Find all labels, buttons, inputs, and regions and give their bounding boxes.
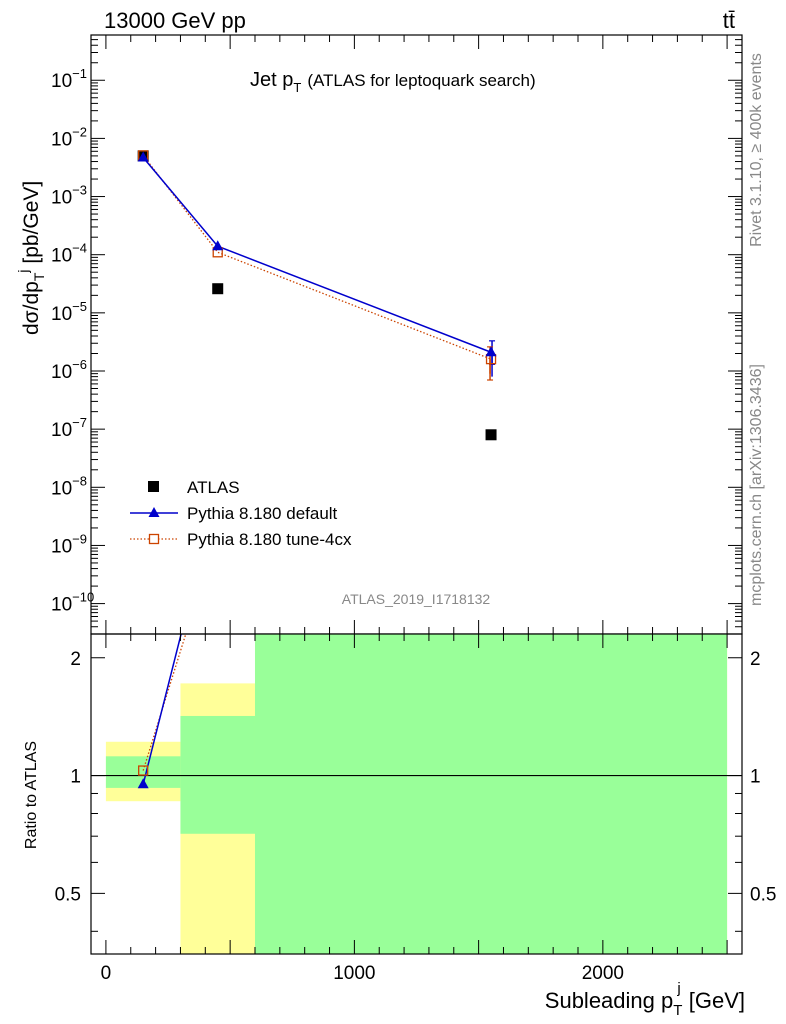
legend-marker-atlas bbox=[148, 481, 159, 492]
energy-label: 13000 GeV pp bbox=[104, 8, 246, 33]
default-point bbox=[212, 240, 224, 251]
band-green bbox=[180, 715, 255, 834]
x-axis-label: Subleading pTj [GeV] bbox=[545, 980, 745, 1019]
xlabel-sup: j bbox=[676, 980, 680, 997]
default-point bbox=[485, 346, 497, 357]
y-tick-label: 10−7 bbox=[51, 415, 87, 441]
y-tick-label: 10−3 bbox=[51, 183, 87, 209]
y-tick-label: 10−6 bbox=[51, 357, 87, 383]
x-tick-label: 0 bbox=[101, 963, 112, 984]
legend-label: Pythia 8.180 default bbox=[187, 504, 338, 523]
title-main: Jet p bbox=[250, 69, 293, 91]
ratio-y-tick-label: 1 bbox=[70, 767, 81, 788]
x-tick-label: 2000 bbox=[582, 963, 624, 984]
y-tick-label: 10−10 bbox=[51, 590, 94, 616]
y-tick-label: 10−2 bbox=[51, 124, 87, 150]
xlabel-unit: [GeV] bbox=[689, 988, 745, 1013]
process-label: tt̄ bbox=[723, 8, 735, 33]
legend-label: Pythia 8.180 tune-4cx bbox=[187, 530, 352, 549]
default-point bbox=[137, 151, 149, 162]
x-tick-label: 1000 bbox=[333, 963, 375, 984]
legend-label: ATLAS bbox=[187, 478, 240, 497]
main-panel: 10−10 10−9 10−8 10−7 10−6 10−5 10−4 10−3 10−2 10−… bbox=[15, 34, 743, 635]
ratio-y-tick-label: 0.5 bbox=[55, 884, 81, 905]
rivet-label: Rivet 3.1.10, ≥ 400k events bbox=[748, 53, 765, 247]
y-tick-label: 10−1 bbox=[51, 66, 87, 92]
xlabel-main: Subleading p bbox=[545, 988, 673, 1013]
ratio-y-tick-label-right: 2 bbox=[750, 649, 761, 670]
ratio-y-tick-label-right: 1 bbox=[750, 767, 761, 788]
ratio-y-tick-label: 2 bbox=[70, 649, 81, 670]
tune4cx-line bbox=[142, 155, 492, 360]
legend-marker-default bbox=[148, 507, 160, 517]
y-tick-label: 10−4 bbox=[51, 241, 87, 267]
ratio-tune4cx-point bbox=[138, 765, 149, 776]
ratio-default-point bbox=[137, 778, 149, 789]
atlas-point bbox=[212, 283, 224, 295]
ratio-y-tick-label-right: 0.5 bbox=[750, 884, 776, 905]
xlabel-sub: T bbox=[673, 1002, 682, 1019]
main-title: Jet pT (ATLAS for leptoquark search) bbox=[250, 69, 536, 95]
title-rest: (ATLAS for leptoquark search) bbox=[307, 71, 535, 90]
y-tick-label: 10−8 bbox=[51, 473, 87, 499]
atlas-point bbox=[485, 429, 497, 441]
legend: ATLAS Pythia 8.180 default Pythia 8.180 tu… bbox=[130, 478, 352, 549]
band-green bbox=[254, 634, 728, 954]
ratio-ylabel: Ratio to ATLAS bbox=[23, 741, 40, 849]
main-ylabel: dσ/dpTj [pb/GeV] bbox=[15, 181, 47, 335]
default-line bbox=[142, 156, 492, 353]
analysis-id: ATLAS_2019_I1718132 bbox=[342, 591, 491, 607]
title-sub: T bbox=[293, 80, 301, 95]
legend-marker-tune4cx bbox=[148, 533, 160, 545]
ratio-frame bbox=[90, 633, 743, 955]
y-tick-label: 10−9 bbox=[51, 531, 87, 557]
y-tick-label: 10−5 bbox=[51, 299, 87, 325]
ratio-panel: 0.5 0.5 1 1 2 2 0 1000 2000 Ratio to ATLAS Suble… bbox=[23, 633, 776, 1019]
mcplots-label: mcplots.cern.ch [arXiv:1306.3436] bbox=[748, 364, 765, 606]
